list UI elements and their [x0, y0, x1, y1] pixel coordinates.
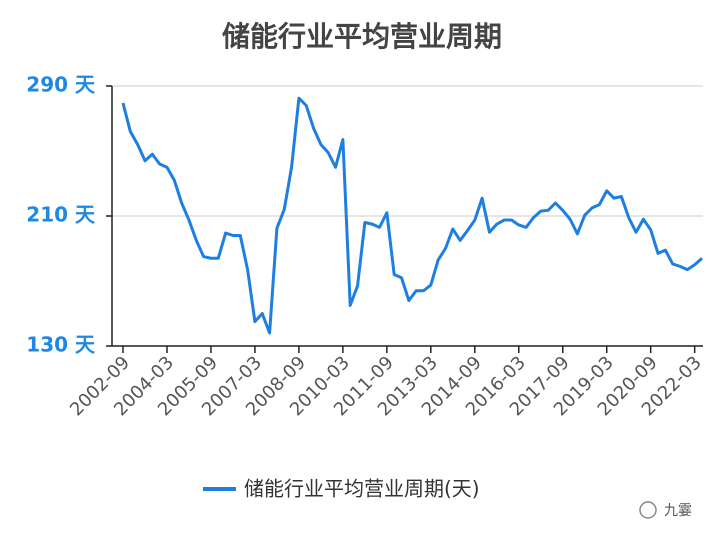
y-tick-label: 290 天 — [26, 73, 96, 97]
y-tick-label: 130 天 — [26, 333, 96, 357]
chart-title: 储能行业平均营业周期 — [222, 20, 502, 53]
legend-label: 储能行业平均营业周期(天) — [244, 477, 480, 501]
y-tick-label: 210 天 — [26, 203, 96, 227]
watermark: 九霎 — [664, 503, 692, 519]
watermark-icon — [639, 501, 657, 519]
data-line — [121, 96, 703, 335]
